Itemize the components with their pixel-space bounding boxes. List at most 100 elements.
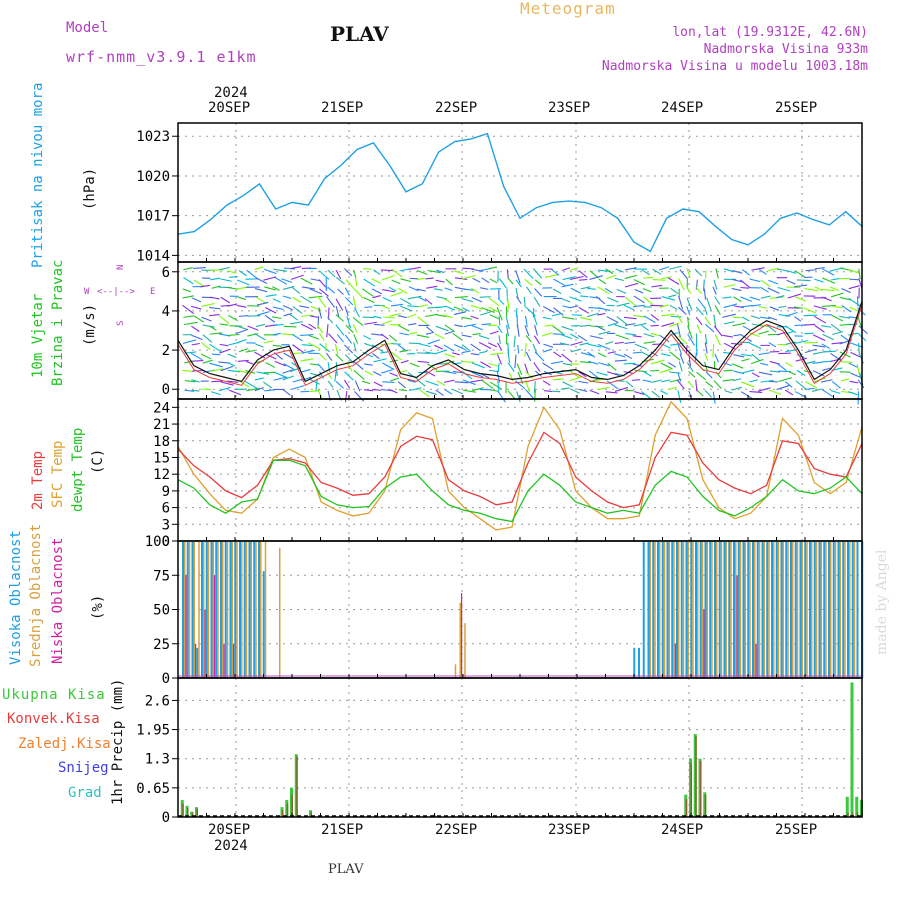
wind-arrow (481, 323, 492, 326)
cloud-mid-bar (673, 541, 675, 678)
cloud-high-bar (818, 541, 821, 678)
wind-arrow (759, 316, 771, 320)
wind-arrow (523, 268, 534, 279)
wind-arrow (605, 268, 614, 275)
pressure-line (177, 132, 863, 253)
wind-arrow (804, 332, 814, 335)
wind-arrow (264, 286, 276, 291)
wind-arrow (282, 295, 292, 300)
wind-arrow (391, 279, 401, 285)
bottom-date-21sep: 21SEP (321, 822, 364, 838)
wind-arrow (661, 379, 671, 383)
wind-arrow (380, 351, 389, 354)
wind-arrow (758, 352, 770, 356)
y-tick-label: 9 (162, 484, 170, 500)
cloud-high-bar (856, 541, 859, 678)
wind-arrow (579, 295, 589, 298)
cloud-high-bar (186, 541, 189, 678)
wind-arrow (695, 306, 704, 316)
wind-arrow (283, 267, 296, 270)
wind-arrow (776, 268, 788, 272)
wind-arrow (643, 341, 656, 344)
cloud-mid-bar (711, 541, 713, 678)
wind-arrow (751, 267, 765, 271)
wind-arrow (831, 381, 841, 389)
wind-arrow (218, 386, 231, 392)
cloud-high-bar (205, 541, 208, 678)
wind-arrow (372, 388, 382, 391)
wind-arrow (344, 379, 351, 389)
wind-arrow (202, 359, 213, 364)
wind-arrow (731, 287, 742, 292)
wind-arrow (301, 344, 314, 347)
cloud-high-bar (780, 541, 783, 678)
wind-arrow (310, 315, 319, 319)
wind-arrow (444, 331, 454, 335)
wind-arrow (327, 362, 331, 373)
wind-arrow (784, 381, 793, 388)
wind-arrow (803, 323, 816, 326)
wind-arrow (489, 314, 500, 320)
wind-arrow (722, 313, 736, 318)
wind-arrow (256, 301, 269, 306)
cloud-high-bar (248, 541, 251, 678)
wind-arrow (702, 279, 705, 291)
wind-arrow (848, 285, 860, 290)
y-tick-label: 0.65 (136, 781, 170, 797)
wind-arrow (795, 340, 808, 344)
cloud-low-bar (674, 643, 676, 678)
wind-arrow (677, 390, 682, 404)
cloud-mid-bar (744, 541, 746, 678)
wind-arrow (463, 323, 477, 328)
wind-arrow (317, 389, 323, 399)
wind-arrow (389, 389, 398, 394)
cloud-mid-bar (668, 541, 670, 678)
wind-arrow (209, 313, 220, 317)
wind-arrow (444, 360, 455, 365)
wind-arrow (606, 316, 619, 324)
wind-arrow (436, 349, 448, 354)
y-tick-label: 2 (162, 343, 170, 359)
wind-arrow (769, 360, 780, 365)
wind-arrow (814, 278, 824, 283)
wind-arrow (686, 286, 692, 294)
wind-arrow (679, 269, 688, 279)
wind-arrow (407, 305, 420, 308)
wind-arrow (749, 342, 762, 350)
wind-arrow (704, 342, 708, 354)
wind-arrow (533, 381, 536, 393)
wind-arrow (497, 380, 500, 392)
wind-arrow (607, 351, 616, 354)
wind-arrow (516, 324, 520, 337)
wind-arrow (470, 304, 484, 310)
precip-conv-bar (695, 736, 697, 817)
cloud-mid-bar (260, 541, 262, 678)
wind-arrow (443, 370, 457, 375)
wind-arrow (310, 372, 321, 377)
y-tick-label: 1023 (136, 129, 170, 145)
wind-arrow (651, 379, 662, 383)
cloud-high-bar (756, 541, 759, 678)
wind-arrow (254, 351, 266, 359)
cloud-high-bar (842, 541, 845, 678)
wind-arrow (829, 286, 840, 292)
cloud-high-bar (234, 541, 237, 678)
wind-arrow (471, 268, 484, 272)
wind-arrow (354, 391, 365, 402)
wind-arrow (543, 389, 553, 393)
wind-arrow (471, 296, 483, 303)
wind-arrow (274, 360, 287, 367)
top-year-label: 2024 (214, 85, 248, 101)
wind-arrow (397, 381, 406, 389)
wind-arrow (704, 352, 709, 361)
wind-arrow (183, 267, 193, 271)
wind-arrow (462, 267, 474, 270)
cloud-high-bar (761, 541, 764, 678)
wind-arrow (436, 380, 446, 386)
cloud-mid-bar (806, 541, 808, 678)
wind-arrow (677, 323, 681, 338)
wind-arrow (850, 372, 862, 379)
wind-arrow (769, 370, 781, 373)
wind-arrow (832, 331, 844, 336)
wind-arrow (254, 377, 264, 381)
